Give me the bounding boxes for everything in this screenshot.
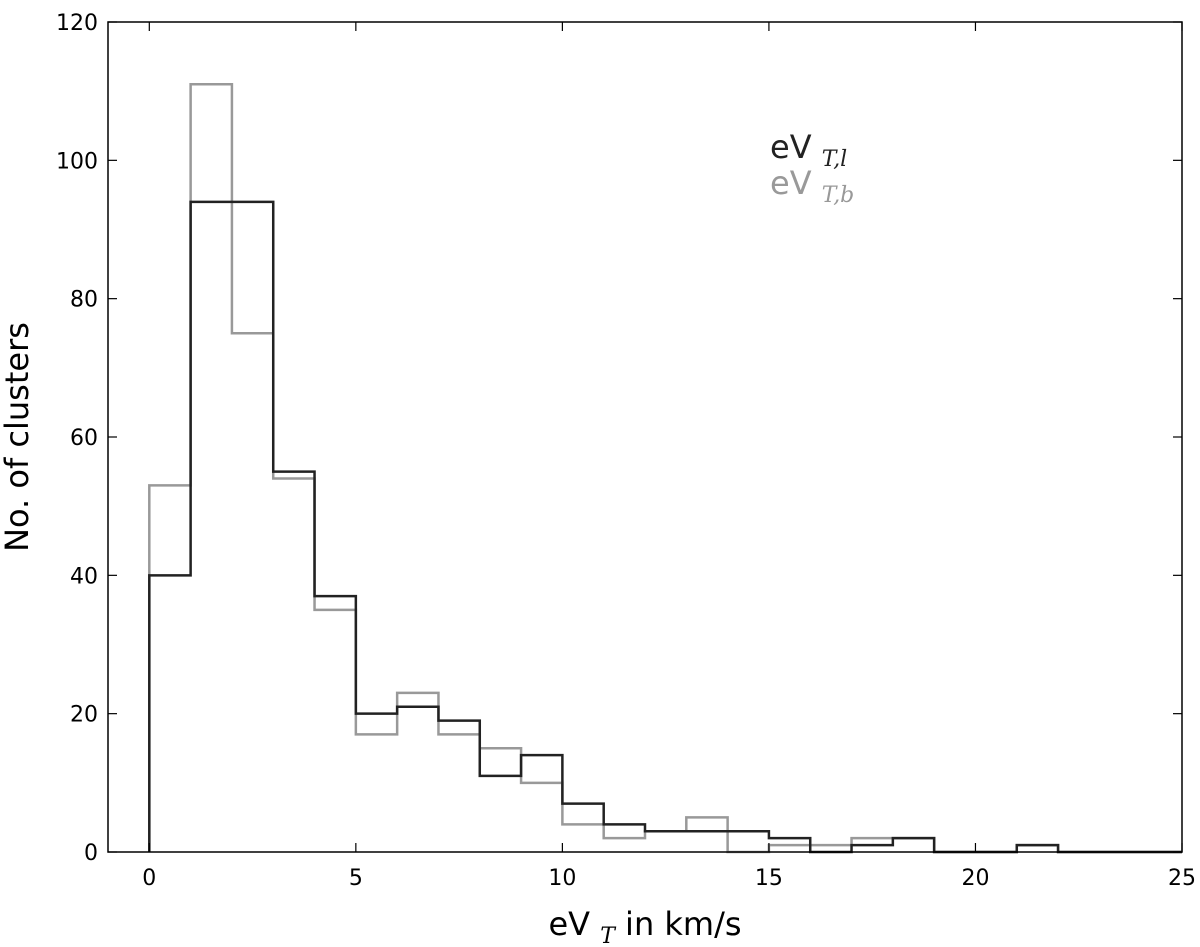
x-tick-label: 15 [755,866,783,891]
legend-entry-2-label: eV [770,164,812,202]
tick-layer: 0 5 10 15 20 25 0 20 40 60 80 100 120 [56,11,1196,891]
x-axis-title: eV T in km/s [548,905,741,947]
x-tick-label: 20 [961,866,989,891]
x-tick-label: 10 [548,866,576,891]
y-tick-label: 80 [70,288,98,313]
x-tick-label: 25 [1168,866,1196,891]
x-axis-title-sub: T [600,924,617,947]
y-tick-label: 20 [70,703,98,728]
y-tick-label: 0 [84,841,98,866]
x-axis-title-main: eV [548,905,590,943]
x-tick-label: 5 [349,866,363,891]
y-tick-label: 60 [70,426,98,451]
legend: eV T,l eV T,b [770,128,854,208]
legend-entry-1-label: eV [770,128,812,166]
x-axis-title-rest: in km/s [625,905,742,943]
legend-entry-1: eV T,l [770,128,847,172]
legend-entry-2: eV T,b [770,164,854,208]
y-tick-label: 40 [70,564,98,589]
y-axis-title: No. of clusters [0,322,36,552]
legend-entry-2-sub: T,b [822,183,855,208]
x-tick-label: 0 [142,866,156,891]
plot-area [108,22,1182,852]
y-tick-label: 120 [56,11,98,36]
y-tick-label: 100 [56,149,98,174]
legend-entry-1-sub: T,l [822,147,847,172]
